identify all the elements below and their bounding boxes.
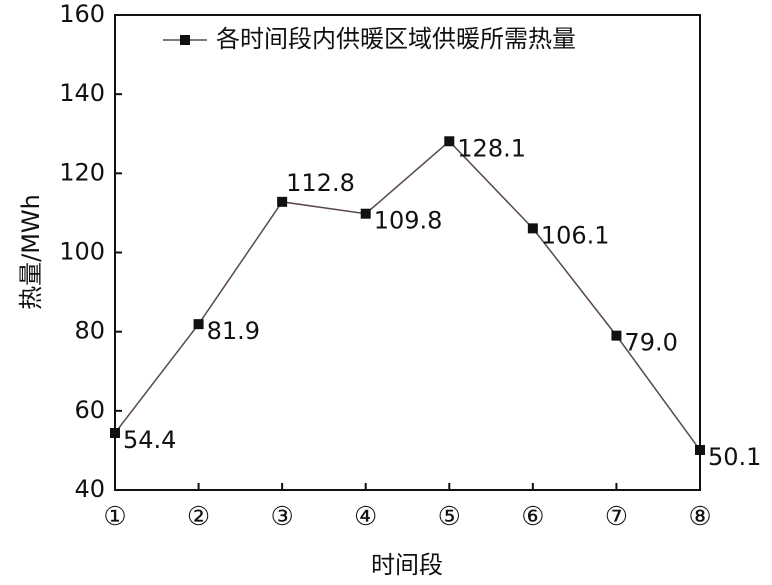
y-tick-label: 120	[59, 158, 105, 186]
data-marker	[527, 223, 538, 234]
y-tick-label: 40	[74, 475, 105, 503]
legend-marker	[180, 35, 190, 45]
data-marker	[695, 445, 705, 456]
data-label: 50.1	[708, 443, 761, 471]
x-tick-label: ②	[187, 502, 210, 532]
data-line	[114, 140, 701, 451]
y-tick-label: 140	[59, 79, 105, 107]
x-tick-label: ⑤	[438, 502, 461, 532]
data-label: 109.8	[374, 207, 443, 235]
x-tick-label: ⑧	[688, 502, 711, 532]
data-marker	[444, 136, 455, 147]
x-tick-label: ③	[270, 502, 293, 532]
data-marker	[110, 428, 120, 438]
y-tick-label: 160	[59, 0, 105, 28]
data-marker	[360, 208, 371, 219]
y-tick-label: 100	[59, 238, 105, 266]
data-label: 79.0	[624, 329, 677, 357]
x-tick-label: ①	[103, 502, 126, 532]
data-marker	[611, 330, 622, 341]
legend-label: 各时间段内供暖区域供暖所需热量	[216, 25, 576, 53]
x-tick-label: ④	[354, 502, 377, 532]
x-tick-label: ⑥	[521, 502, 544, 532]
data-label: 106.1	[541, 221, 610, 249]
y-tick-label: 60	[74, 396, 105, 424]
plot-frame	[114, 14, 701, 491]
data-marker	[277, 196, 288, 207]
data-label: 81.9	[207, 317, 260, 345]
x-axis-label: 时间段	[371, 551, 443, 579]
data-label: 54.4	[123, 426, 176, 454]
data-label: 112.8	[286, 169, 355, 197]
data-label: 128.1	[457, 134, 526, 162]
x-tick-label: ⑦	[605, 502, 628, 532]
data-marker	[193, 319, 204, 330]
y-tick-label: 80	[74, 317, 105, 345]
y-axis-label: 热量/MWh	[17, 194, 45, 310]
